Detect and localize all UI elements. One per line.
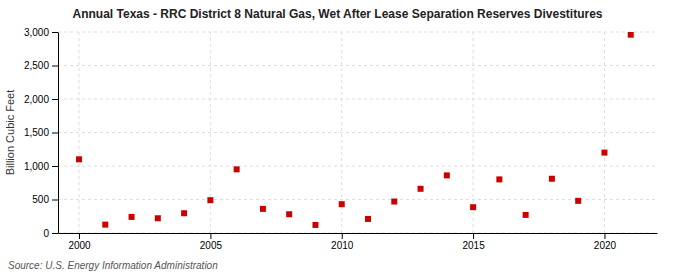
tick-label: 2020 — [594, 240, 617, 251]
point — [181, 210, 187, 216]
tick-label: 500 — [32, 194, 49, 205]
tick-mark — [79, 233, 80, 239]
tick-mark — [473, 233, 474, 239]
point — [365, 216, 371, 222]
grid-line — [58, 199, 657, 200]
tick-mark — [52, 133, 58, 134]
x-axis: 2000 2005 2010 2015 2020 — [59, 233, 658, 251]
point — [312, 222, 318, 228]
point — [155, 215, 161, 221]
point — [549, 176, 555, 182]
grid-line — [604, 32, 605, 233]
title: Annual Texas - RRC District 8 Natural Ga… — [73, 7, 603, 21]
point — [418, 186, 424, 192]
grid-line — [473, 32, 474, 233]
tick: 2005 — [200, 233, 223, 251]
point — [129, 214, 135, 220]
tick: 2020 — [594, 233, 617, 251]
point — [444, 172, 450, 178]
tick-label: 1,000 — [24, 161, 49, 172]
tick-label: 2,500 — [24, 60, 49, 71]
point — [470, 204, 476, 210]
point — [391, 199, 397, 205]
axis-line — [59, 233, 658, 234]
chart: Annual Texas - RRC District 8 Natural Ga… — [0, 0, 675, 275]
tick: 0 — [43, 228, 58, 239]
grid-line — [58, 32, 657, 33]
tick: 1,500 — [24, 127, 58, 138]
tick-mark — [52, 200, 58, 201]
tick-label: 2010 — [331, 240, 354, 251]
tick-mark — [52, 233, 58, 234]
grid-line — [58, 132, 657, 133]
tick-mark — [52, 99, 58, 100]
source: Source: U.S. Energy Information Administ… — [8, 260, 218, 271]
point — [286, 211, 292, 217]
grid-line — [58, 166, 657, 167]
tick-label: 2015 — [462, 240, 485, 251]
tick-mark — [52, 32, 58, 33]
tick-mark — [52, 166, 58, 167]
tick: 500 — [32, 194, 58, 205]
grid-line — [58, 65, 657, 66]
tick-label: 0 — [43, 228, 49, 239]
tick-mark — [52, 66, 58, 67]
tick-label: 2005 — [200, 240, 223, 251]
grid-line — [58, 99, 657, 100]
point — [207, 197, 213, 203]
tick-label: 2000 — [68, 240, 91, 251]
y-axis-title: Billion Cubic Feet — [4, 90, 16, 176]
point — [339, 201, 345, 207]
grid — [58, 32, 657, 233]
tick-mark — [604, 233, 605, 239]
point — [102, 222, 108, 228]
points — [76, 32, 634, 228]
tick-label: 2,000 — [24, 94, 49, 105]
point — [601, 150, 607, 156]
point — [76, 156, 82, 162]
tick: 2000 — [68, 233, 91, 251]
tick: 2,000 — [24, 94, 58, 105]
axis-line — [58, 33, 59, 234]
point — [260, 206, 266, 212]
tick: 3,000 — [24, 27, 58, 38]
tick: 2010 — [331, 233, 354, 251]
tick: 2015 — [462, 233, 485, 251]
tick: 2,500 — [24, 60, 58, 71]
point — [628, 32, 634, 38]
tick: 1,000 — [24, 161, 58, 172]
y-axis: 0 500 1,000 1,500 2,000 2,500 3,000 — [24, 27, 59, 239]
tick-mark — [210, 233, 211, 239]
tick-mark — [342, 233, 343, 239]
point — [575, 198, 581, 204]
point — [496, 176, 502, 182]
grid-line — [79, 32, 80, 233]
grid-line — [58, 233, 657, 234]
point — [523, 212, 529, 218]
tick-label: 1,500 — [24, 127, 49, 138]
plot: 2000 2005 2010 2015 2020 0 500 1,000 1,500 2,000 2… — [24, 27, 658, 251]
tick-label: 3,000 — [24, 27, 49, 38]
point — [234, 166, 240, 172]
